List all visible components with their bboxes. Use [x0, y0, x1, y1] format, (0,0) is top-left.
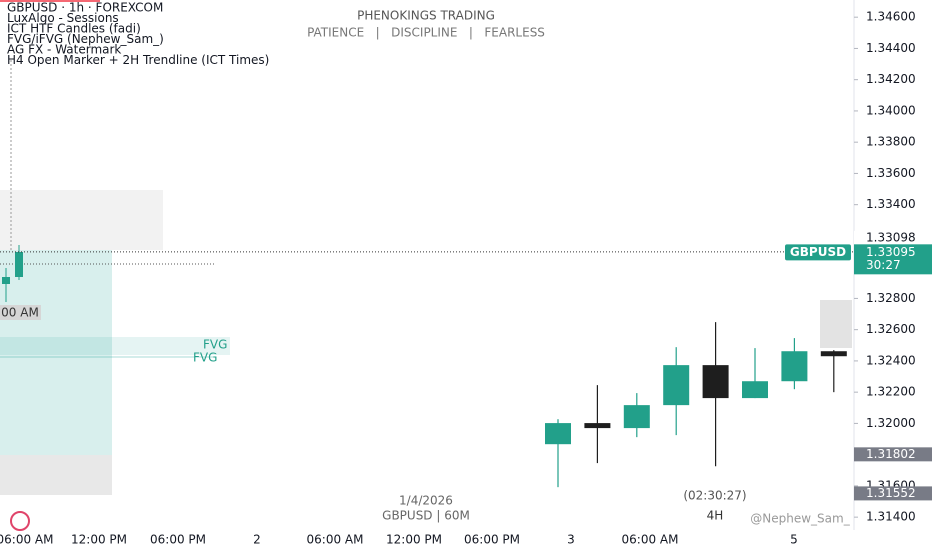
watermark-subtitle: PATIENCE | DISCIPLINE | FEARLESS: [307, 26, 545, 40]
y-tick-label: 1.34200: [866, 72, 916, 86]
price-tag: [854, 447, 932, 462]
x-tick-label: 06:00 PM: [464, 533, 520, 547]
x-tick-label: 3: [567, 533, 575, 547]
price-tag-label: 1.33095: [866, 245, 916, 259]
y-tick-label: 1.34000: [866, 103, 916, 117]
x-tick-label: 06:00 AM: [307, 533, 364, 547]
y-tick-label: 1.32000: [866, 416, 916, 430]
legend-line: H4 Open Marker + 2H Trendline (ICT Times…: [7, 53, 269, 67]
ltf-body: [15, 252, 23, 277]
legend-line: GBPUSD · 1h · FOREXCOM: [7, 1, 163, 15]
y-tick-label: 1.32800: [866, 291, 916, 305]
legend-line: ICT HTF Candles (fadi): [7, 22, 141, 36]
price-tag-label: 1.31552: [866, 486, 916, 500]
legend-line: FVG/iFVG (Nephew_Sam_): [7, 32, 164, 46]
y-tick-label: 1.33800: [866, 135, 916, 149]
candle-body: [702, 365, 729, 399]
countdown: 30:27: [866, 258, 901, 272]
price-tag-label: 1.31802: [866, 447, 916, 461]
x-tick-label: 2: [253, 533, 261, 547]
session-box: [0, 455, 112, 495]
candle-body: [663, 365, 690, 406]
x-tick-label: 06:00 AM: [0, 533, 53, 547]
price-tag-label: 1.33098: [866, 230, 916, 244]
ltf-body: [2, 277, 10, 284]
price-tag: [854, 244, 932, 275]
logo: [10, 511, 30, 531]
x-tick-label: 5: [790, 533, 798, 547]
candle-body: [820, 351, 847, 357]
y-tick-label: 1.31400: [866, 510, 916, 524]
projection-box: [820, 300, 852, 348]
candle-body: [545, 423, 571, 445]
candle-body: [742, 381, 768, 399]
legend-line: LuxAlgo - Sessions: [7, 11, 119, 25]
session-box: [0, 250, 112, 495]
price-tag: [854, 486, 932, 501]
x-tick-label: 06:00 PM: [150, 533, 206, 547]
annotation: 4H: [707, 509, 724, 523]
fvg-box: [0, 337, 230, 355]
x-tick-label: 12:00 PM: [71, 533, 127, 547]
symbol-tag: [785, 244, 851, 261]
x-tick-label: 06:00 AM: [622, 533, 679, 547]
candle-body: [781, 351, 808, 382]
candle-body: [584, 423, 611, 429]
time-tag: [0, 305, 41, 320]
annotation: @Nephew_Sam_: [750, 512, 850, 526]
y-tick-label: 1.34600: [866, 10, 916, 24]
y-tick-label: 1.32200: [866, 385, 916, 399]
annotation: FVG: [203, 338, 227, 352]
annotation: (02:30:27): [683, 489, 746, 503]
y-tick-label: 1.34400: [866, 41, 916, 55]
annotation: 00 AM: [1, 306, 39, 320]
session-box: [0, 190, 163, 250]
watermark-title: PHENOKINGS TRADING: [357, 9, 495, 23]
candle-body: [623, 405, 650, 429]
y-tick-label: 1.32400: [866, 353, 916, 367]
price-tag: [854, 230, 932, 245]
y-tick-label: 1.33400: [866, 197, 916, 211]
legend-line: AG FX - Watermark: [7, 43, 121, 57]
annotation: 1/4/2026: [399, 494, 453, 508]
x-tick-label: 12:00 PM: [386, 533, 442, 547]
y-tick-label: 1.32600: [866, 322, 916, 336]
symbol-label: GBPUSD: [790, 245, 846, 259]
annotation: GBPUSD | 60M: [382, 509, 470, 523]
annotation: FVG: [193, 351, 217, 365]
y-tick-label: 1.33600: [866, 166, 916, 180]
